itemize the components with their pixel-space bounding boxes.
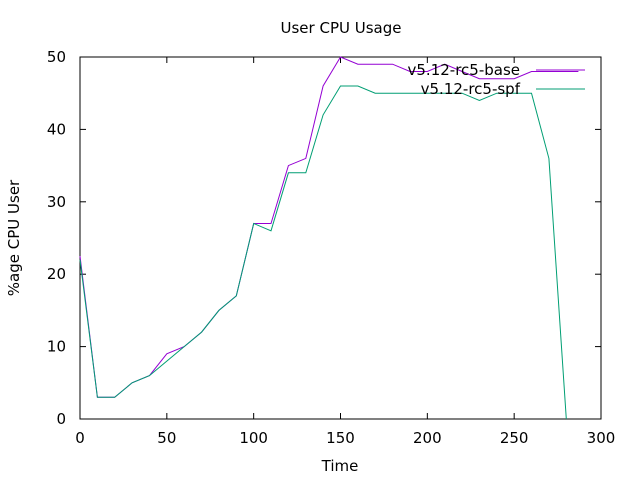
y-axis-title: %age CPU User [5,179,23,296]
x-axis-title: Time [321,457,359,475]
chart-title: User CPU Usage [281,19,402,37]
x-tick-label: 250 [500,429,529,447]
y-tick-label: 50 [47,48,66,66]
x-tick-label: 50 [157,429,176,447]
y-tick-label: 20 [47,265,66,283]
series-line-v5-12-rc5-spf [79,85,567,420]
x-tick-label: 100 [239,429,268,447]
y-tick-label: 30 [47,193,66,211]
series-lines [79,56,579,420]
x-tick-label: 200 [413,429,442,447]
axes: 0 50 100 150 200 250 300 0 10 20 30 40 50 [47,48,615,447]
x-tick-label: 150 [326,429,355,447]
x-tick-label: 0 [75,429,85,447]
y-tick-label: 10 [47,338,66,356]
x-tick-label: 300 [587,429,616,447]
y-tick-label: 40 [47,120,66,138]
legend-label: v5.12-rc5-spf [421,80,521,98]
legend-label: v5.12-rc5-base [408,61,521,79]
y-tick-label: 0 [56,410,66,428]
series-line-v5-12-rc5-base [79,56,579,398]
